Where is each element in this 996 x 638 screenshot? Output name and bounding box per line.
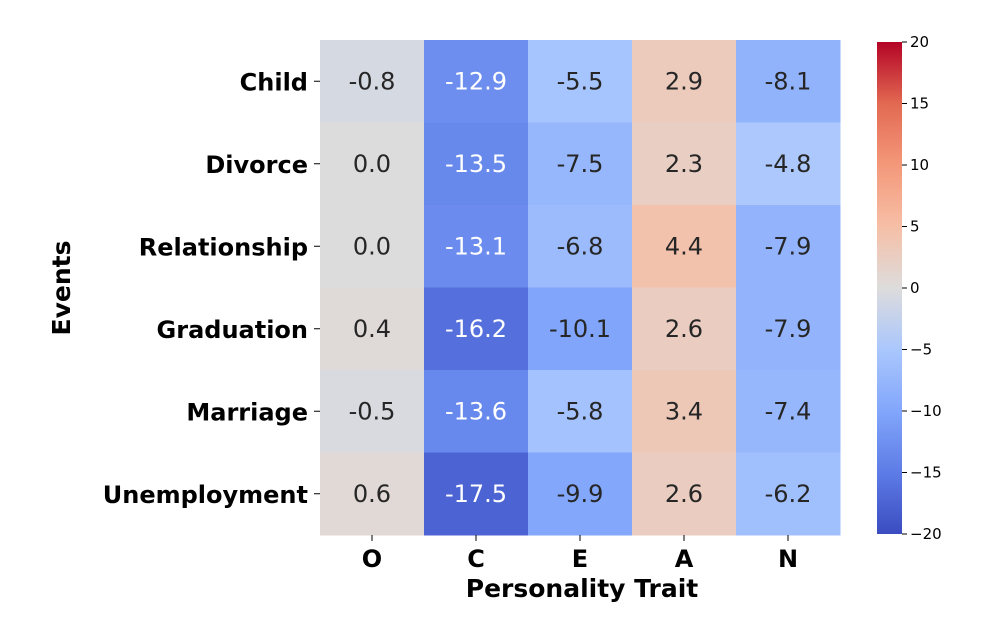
heatmap-cell xyxy=(320,370,425,453)
cell-value-label: 4.4 xyxy=(665,232,703,260)
heatmap-cell xyxy=(736,122,841,206)
cell-value-label: -7.5 xyxy=(557,150,604,178)
cell-value-label: -5.5 xyxy=(557,67,604,95)
heatmap-cell xyxy=(736,370,841,453)
heatmap-cell xyxy=(424,122,529,206)
cell-value-label: -4.8 xyxy=(765,150,812,178)
cell-value-label: 0.6 xyxy=(353,480,391,508)
x-tick-label: C xyxy=(467,545,485,573)
colorbar-tick-label: −10 xyxy=(910,402,942,420)
y-tick-label: Child xyxy=(240,68,308,96)
cell-value-label: 3.4 xyxy=(665,397,703,425)
cell-value-label: -9.9 xyxy=(557,480,604,508)
cell-value-label: -17.5 xyxy=(445,480,507,508)
colorbar-tick-label: 0 xyxy=(910,279,920,297)
heatmap-cell xyxy=(320,287,425,371)
colorbar-tick-label: 15 xyxy=(910,95,929,113)
heatmap-cell xyxy=(632,205,737,288)
colorbar-tick-label: 10 xyxy=(910,156,929,174)
heatmap-cell xyxy=(736,452,841,536)
y-tick-label: Unemployment xyxy=(103,481,308,509)
cell-value-label: -13.5 xyxy=(445,150,507,178)
x-tick-label: E xyxy=(572,545,588,573)
cell-value-label: -5.8 xyxy=(557,397,604,425)
heatmap-cell xyxy=(632,452,737,536)
heatmap-cell xyxy=(528,205,633,288)
cell-value-label: -7.9 xyxy=(765,315,812,343)
cell-value-label: 0.0 xyxy=(353,232,391,260)
cell-value-label: 2.9 xyxy=(665,67,703,95)
heatmap-cell xyxy=(424,287,529,371)
heatmap-cell xyxy=(528,122,633,206)
colorbar-ticks: −20 −15 −10 −5 0 5 10 15 20 xyxy=(902,33,942,543)
cell-value-label: 2.6 xyxy=(665,480,703,508)
cell-value-label: -7.4 xyxy=(765,397,812,425)
heatmap-cell xyxy=(736,40,841,123)
cell-value-label: -8.1 xyxy=(765,67,812,95)
heatmap-cell xyxy=(632,122,737,206)
cell-value-label: -13.1 xyxy=(445,232,507,260)
heatmap-cell xyxy=(528,287,633,371)
cell-value-label: 0.4 xyxy=(353,315,391,343)
cell-value-label: 2.3 xyxy=(665,150,703,178)
heatmap-cells: -0.8 -12.9 -5.5 2.9 -8.1 0.0 -13.5 -7.5 2.3 -4.8 0… xyxy=(320,40,841,536)
y-tick-label: Divorce xyxy=(205,151,308,179)
colorbar-tick-label: 20 xyxy=(910,33,929,51)
cell-value-label: -13.6 xyxy=(445,397,507,425)
colorbar-tick-label: 5 xyxy=(910,218,920,236)
heatmap-cell xyxy=(424,40,529,123)
y-tick-label: Relationship xyxy=(139,233,308,261)
cell-value-label: -7.9 xyxy=(765,232,812,260)
x-tick-label: A xyxy=(675,545,694,573)
cell-value-label: 2.6 xyxy=(665,315,703,343)
cell-value-label: -16.2 xyxy=(445,315,507,343)
cell-value-label: -0.5 xyxy=(349,397,396,425)
heatmap-cell xyxy=(632,40,737,123)
heatmap-cell xyxy=(632,287,737,371)
x-tick-label: N xyxy=(778,545,798,573)
heatmap-cell xyxy=(320,40,425,123)
heatmap-cell xyxy=(528,40,633,123)
y-tick-label: Graduation xyxy=(157,316,308,344)
heatmap-cell xyxy=(736,287,841,371)
cell-value-label: -6.8 xyxy=(557,232,604,260)
colorbar-tick-label: −15 xyxy=(910,464,942,482)
cell-value-label: -12.9 xyxy=(445,67,507,95)
colorbar xyxy=(877,42,902,534)
y-tick-labels: Child Divorce Relationship Graduation Marria… xyxy=(103,68,320,509)
x-tick-label: O xyxy=(362,545,382,573)
heatmap-cell xyxy=(320,122,425,206)
y-tick-label: Marriage xyxy=(186,398,308,426)
heatmap-cell xyxy=(320,452,425,536)
heatmap-cell xyxy=(528,452,633,536)
heatmap-cell xyxy=(632,370,737,453)
heatmap-cell xyxy=(736,205,841,288)
cell-value-label: -10.1 xyxy=(549,315,611,343)
heatmap-cell xyxy=(424,205,529,288)
cell-value-label: -0.8 xyxy=(349,67,396,95)
heatmap-cell xyxy=(424,370,529,453)
colorbar-tick-label: −5 xyxy=(910,341,932,359)
x-axis-title: Personality Trait xyxy=(466,574,698,603)
colorbar-tick-label: −20 xyxy=(910,525,942,543)
heatmap-cell xyxy=(424,452,529,536)
y-axis-title: Events xyxy=(47,241,76,336)
cell-value-label: -6.2 xyxy=(765,480,812,508)
cell-value-label: 0.0 xyxy=(353,150,391,178)
heatmap-cell xyxy=(320,205,425,288)
heatmap-cell xyxy=(528,370,633,453)
